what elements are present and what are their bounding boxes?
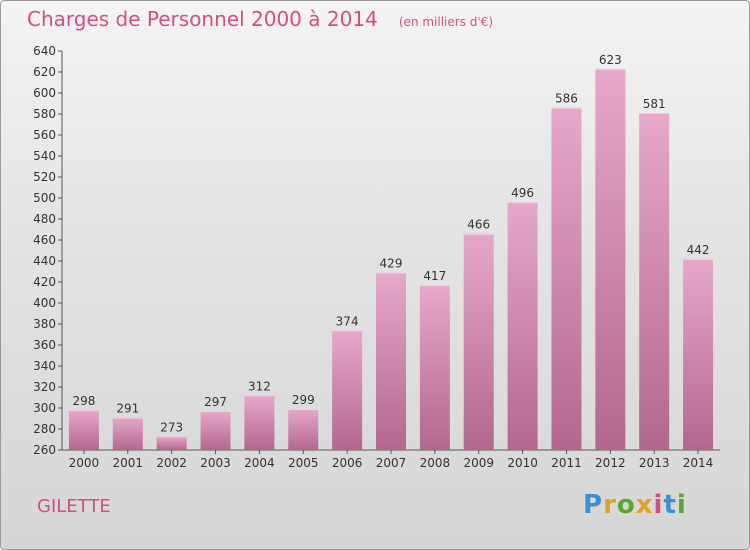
logo-letter: o bbox=[616, 490, 636, 520]
data-label: 297 bbox=[204, 395, 227, 409]
logo-letter: r bbox=[603, 490, 617, 520]
y-tick-label: 380 bbox=[33, 317, 56, 331]
bar bbox=[112, 417, 143, 450]
x-tick-label: 2014 bbox=[683, 456, 714, 470]
y-tick-label: 640 bbox=[33, 44, 56, 58]
y-tick-label: 460 bbox=[33, 233, 56, 247]
x-tick-label: 2011 bbox=[551, 456, 582, 470]
x-tick-label: 2005 bbox=[288, 456, 319, 470]
x-tick-label: 2002 bbox=[156, 456, 187, 470]
bar bbox=[419, 285, 450, 450]
bar bbox=[463, 233, 494, 450]
logo-letter: i bbox=[676, 490, 687, 520]
x-tick-label: 2003 bbox=[200, 456, 231, 470]
x-tick-label: 2010 bbox=[507, 456, 538, 470]
data-label: 586 bbox=[555, 92, 578, 106]
bar bbox=[683, 258, 714, 450]
bar bbox=[551, 107, 582, 450]
y-tick-label: 600 bbox=[33, 86, 56, 100]
y-tick-label: 360 bbox=[33, 338, 56, 352]
data-label: 623 bbox=[599, 53, 622, 67]
chart-unit: (en milliers d'€) bbox=[398, 15, 493, 29]
x-tick-label: 2004 bbox=[244, 456, 275, 470]
x-tick-label: 2001 bbox=[113, 456, 144, 470]
y-tick-label: 400 bbox=[33, 296, 56, 310]
chart-title: Charges de Personnel 2000 à 2014 bbox=[27, 7, 378, 31]
y-tick-label: 620 bbox=[33, 65, 56, 79]
y-tick-label: 560 bbox=[33, 128, 56, 142]
y-tick-label: 440 bbox=[33, 254, 56, 268]
labels: 298 291 273 297 312 299 374 429 417 466 496 586 623 5… bbox=[72, 53, 709, 435]
y-tick-label: 260 bbox=[33, 443, 56, 457]
data-label: 273 bbox=[160, 420, 183, 434]
data-label: 298 bbox=[72, 394, 95, 408]
data-label: 374 bbox=[336, 314, 359, 328]
data-label: 466 bbox=[467, 218, 490, 232]
y-tick-label: 340 bbox=[33, 359, 56, 373]
y-tick-label: 520 bbox=[33, 170, 56, 184]
bars bbox=[68, 68, 714, 450]
data-label: 312 bbox=[248, 379, 271, 393]
y-tick-label: 580 bbox=[33, 107, 56, 121]
y-tick-label: 480 bbox=[33, 212, 56, 226]
y-tick-label: 280 bbox=[33, 422, 56, 436]
x-tick-label: 2000 bbox=[69, 456, 100, 470]
logo-letter: x bbox=[635, 490, 654, 520]
proxiti-logo[interactable]: Proxiti bbox=[583, 490, 687, 520]
y-tick-label: 420 bbox=[33, 275, 56, 289]
bar bbox=[68, 410, 99, 450]
title-row: Charges de Personnel 2000 à 2014 (en mil… bbox=[27, 7, 493, 31]
bar bbox=[288, 409, 319, 450]
bar bbox=[507, 202, 538, 450]
data-label: 417 bbox=[423, 269, 446, 283]
y-tick-label: 540 bbox=[33, 149, 56, 163]
y-tick-label: 320 bbox=[33, 380, 56, 394]
y-tick-label: 300 bbox=[33, 401, 56, 415]
x-tick-label: 2008 bbox=[420, 456, 451, 470]
data-label: 496 bbox=[511, 186, 534, 200]
bar bbox=[595, 68, 626, 450]
data-label: 429 bbox=[380, 257, 403, 271]
data-label: 442 bbox=[687, 243, 710, 257]
bar bbox=[244, 395, 275, 450]
logo-letter: i bbox=[653, 490, 664, 520]
x-tick-label: 2006 bbox=[332, 456, 363, 470]
x-tick-label: 2012 bbox=[595, 456, 626, 470]
x-tick-label: 2007 bbox=[376, 456, 407, 470]
bar bbox=[332, 330, 363, 450]
bar bbox=[156, 436, 187, 450]
y-tick-label: 500 bbox=[33, 191, 56, 205]
bar bbox=[376, 272, 406, 450]
bar bbox=[200, 411, 231, 450]
logo-letter: P bbox=[583, 490, 604, 520]
commune-name: GILETTE bbox=[37, 496, 111, 517]
data-label: 581 bbox=[643, 97, 666, 111]
bar bbox=[639, 112, 670, 450]
data-label: 299 bbox=[292, 393, 315, 407]
x-tick-label: 2013 bbox=[639, 456, 670, 470]
axes: 260 280 300 320 340 360 380 400 420 440 460 480 500 5… bbox=[33, 44, 720, 470]
data-label: 291 bbox=[116, 401, 139, 415]
logo-letter: t bbox=[663, 490, 677, 520]
x-tick-label: 2009 bbox=[463, 456, 494, 470]
